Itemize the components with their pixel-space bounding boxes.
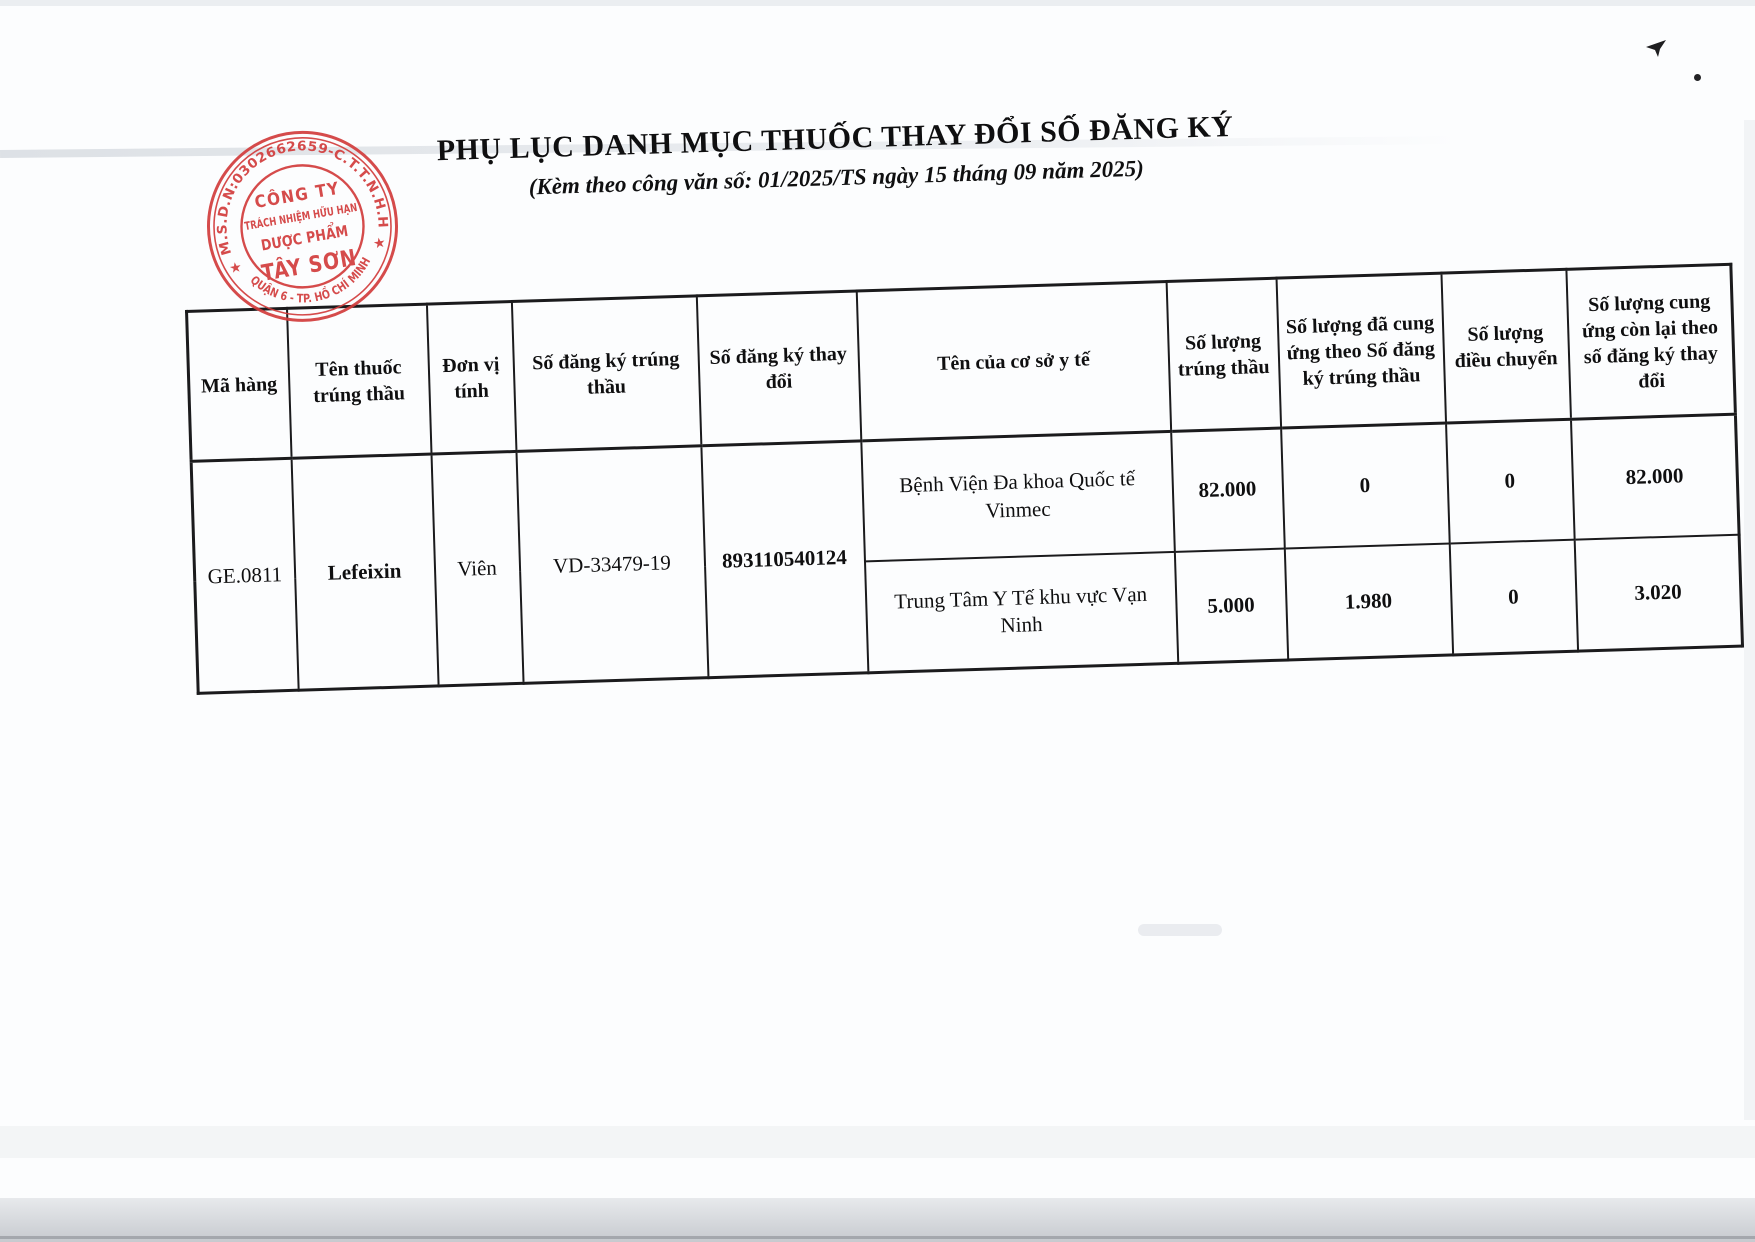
cell-ma-hang: GE.0811 [191, 458, 299, 694]
cell-so-luong-con-lai: 3.020 [1574, 534, 1743, 652]
cell-so-luong-trung-thau: 82.000 [1170, 428, 1285, 552]
scan-edge-line [0, 1236, 1755, 1239]
cell-so-luong-con-lai: 82.000 [1570, 414, 1740, 540]
company-red-seal: M.S.D.N:0302662659-C.T.T.N.H.H QUẬN 6 - … [202, 126, 399, 322]
cell-so-dang-ky-trung-thau: VD-33479-19 [515, 445, 708, 684]
header-don-vi-tinh: Đơn vị tính [426, 301, 516, 455]
scan-edge-artifact [0, 1198, 1755, 1242]
scan-streak-artifact [0, 0, 1755, 6]
cell-so-luong-da-cung-ung: 0 [1280, 423, 1450, 549]
stamp-star-right: ★ [372, 235, 387, 253]
header-ten-co-so-y-te: Tên của cơ sở y tế [856, 281, 1171, 441]
cell-don-vi-tinh: Viên [431, 451, 524, 686]
cell-so-luong-dieu-chuyen: 0 [1449, 539, 1578, 655]
cell-so-dang-ky-thay-doi: 893110540124 [700, 440, 868, 678]
header-so-luong-dieu-chuyen: Số lượng điều chuyển [1440, 269, 1571, 424]
header-so-luong-da-cung-ung: Số lượng đã cung ứng theo Số đăng ký trú… [1276, 273, 1446, 429]
header-so-luong-con-lai: Số lượng cung ứng còn lại theo số đăng k… [1565, 264, 1736, 420]
cell-so-luong-da-cung-ung: 1.980 [1284, 543, 1453, 660]
cell-so-luong-trung-thau: 5.000 [1174, 548, 1288, 664]
scan-streak-artifact [0, 1126, 1755, 1158]
stamp-star-left: ★ [228, 259, 243, 277]
header-so-dang-ky-trung-thau: Số đăng ký trúng thầu [511, 295, 701, 452]
header-so-dang-ky-thay-doi: Số đăng ký thay đổi [696, 290, 861, 446]
ink-dot-artifact [1694, 74, 1701, 81]
cell-facility-name: Bệnh Viện Đa khoa Quốc tế Vinmec [860, 431, 1175, 561]
drug-registration-change-table: Mã hàng Tên thuốc trúng thầu Đơn vị tính… [185, 262, 1745, 695]
header-so-luong-trung-thau: Số lượng trúng thầu [1166, 278, 1281, 432]
scan-streak-artifact [1138, 924, 1222, 936]
scan-streak-artifact [1744, 120, 1755, 1120]
cell-facility-name: Trung Tâm Y Tế khu vực Vạn Ninh [864, 551, 1178, 673]
header-ten-thuoc: Tên thuốc trúng thầu [286, 304, 432, 459]
cell-ten-thuoc: Lefeixin [291, 454, 439, 691]
cursor-arrow-icon [1646, 40, 1666, 57]
document-content: PHỤ LỤC DANH MỤC THUỐC THAY ĐỔI SỐ ĐĂNG … [185, 110, 1745, 695]
cell-so-luong-dieu-chuyen: 0 [1445, 419, 1575, 544]
